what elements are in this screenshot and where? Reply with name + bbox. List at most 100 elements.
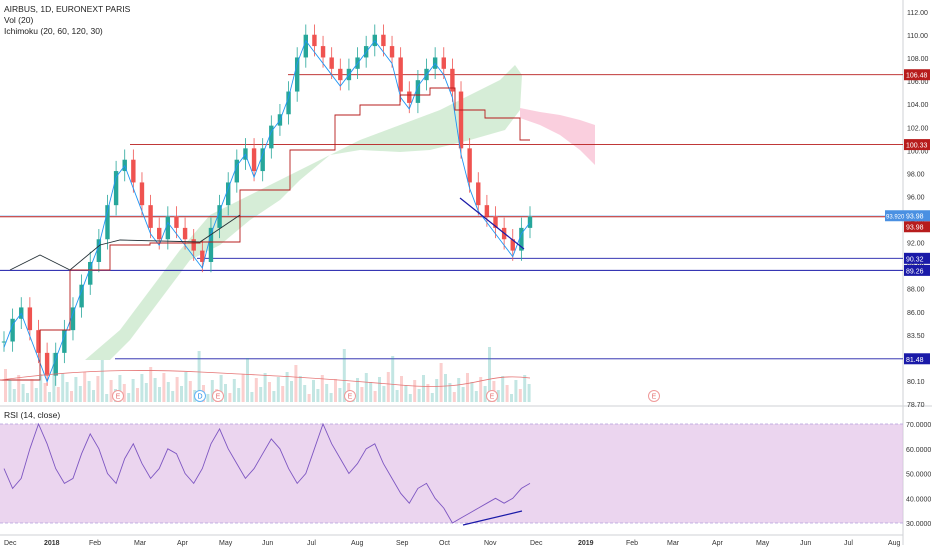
candle-body [484,205,490,217]
candle-body [519,227,524,251]
candle-body [476,182,481,206]
volume-bar [518,389,522,402]
volume-bar [250,392,254,402]
candle-body [260,148,265,172]
legend-volume: Vol (20) [4,15,34,25]
volume-bar [232,379,236,402]
price-tick-label: 80.10 [907,379,925,386]
price-tick-label: 92.00 [907,241,925,248]
price-tag-label: 89.26 [906,268,924,275]
price-tag-bg [904,264,930,276]
volume-bar [488,347,491,402]
candle-body [458,91,464,149]
time-axis-label: Oct [439,540,450,547]
volume-bar [30,379,34,402]
volume-bar [444,374,447,402]
volume-bar [356,378,359,402]
time-axis-label: Feb [89,540,101,547]
volume-bar [92,390,95,402]
candle-body [398,57,403,92]
price-tick-label: 100.00 [907,148,929,155]
price-tag-label: 93.98 [906,225,924,232]
earnings-marker-label: E [216,394,221,401]
volume-bar [395,390,399,402]
volume-bar [254,378,258,402]
price-tick-label: 106.00 [907,79,929,86]
volume-bar [180,386,183,402]
volume-bar [237,388,241,402]
candle-body [131,159,136,183]
volume-bar [329,393,333,402]
volume-bar [175,377,179,402]
volume-bar [334,379,337,402]
candle-body [251,148,257,172]
candle-body [139,182,145,206]
volume-bar [373,391,377,402]
volume-bar [65,382,69,402]
volume-bar [435,379,439,402]
candle-body [88,261,93,285]
volume-bar [268,382,271,402]
price-tick-label: 88.00 [907,287,925,294]
time-axis-label: 2019 [578,540,594,547]
volume-bar [422,375,425,402]
rsi-tick-label: 40.0000 [906,496,931,503]
volume-bar [48,392,51,402]
volume-bar [4,369,7,402]
volume-bar [78,386,82,402]
volume-bar [87,381,91,402]
candle-body [10,318,15,342]
volume-bar [307,394,311,402]
volume-ma-line [0,370,531,387]
volume-bar [505,385,509,402]
price-tick-label: 108.00 [907,56,929,63]
volume-bar [224,384,227,402]
volume-bar [426,384,430,402]
candle-body [157,227,162,240]
volume-bar [479,377,483,402]
time-axis-label: Aug [351,540,364,547]
volume-bar [61,373,65,402]
time-axis-label: Dec [4,540,17,547]
price-tick-label: 110.00 [907,33,928,40]
volume-bar [404,385,408,402]
volume-bar [298,376,302,402]
candle-body [407,91,412,103]
kijun-line [0,87,530,381]
volume-bar [12,389,16,402]
volume-bar [325,384,329,402]
volume-bar [466,373,469,402]
volume-bar [39,374,43,402]
volume-bar [483,386,487,402]
volume-bar [241,374,245,402]
current-price-tag-label: 93.98 [906,214,924,221]
time-axis-label: Jul [844,540,853,547]
candle-body [441,57,446,69]
volume-bar [34,388,38,402]
price-tick-label: 83.50 [907,333,925,340]
time-axis-label: Mar [134,540,147,547]
time-axis-label: Aug [888,540,901,547]
volume-bar [386,372,390,402]
time-axis-label: Jun [800,540,811,547]
price-tick-label: 96.00 [907,194,925,201]
volume-bar [285,372,289,402]
volume-bar [171,391,175,402]
volume-bar [118,375,122,402]
volume-bar [413,380,417,402]
earnings-marker-label: E [490,394,495,401]
time-axis-label: Jul [307,540,316,547]
volume-bar [452,392,456,402]
time-axis-label: May [219,540,233,547]
earnings-marker-label: E [652,394,657,401]
price-tag-bg [904,252,930,264]
current-price-badge-label: 93.920 [886,215,905,221]
candle-body [70,307,76,331]
volume-bar [417,389,421,402]
tenkan-line [3,39,531,383]
volume-bar [474,391,478,402]
candle-body [415,80,421,103]
candle-body [62,330,67,353]
